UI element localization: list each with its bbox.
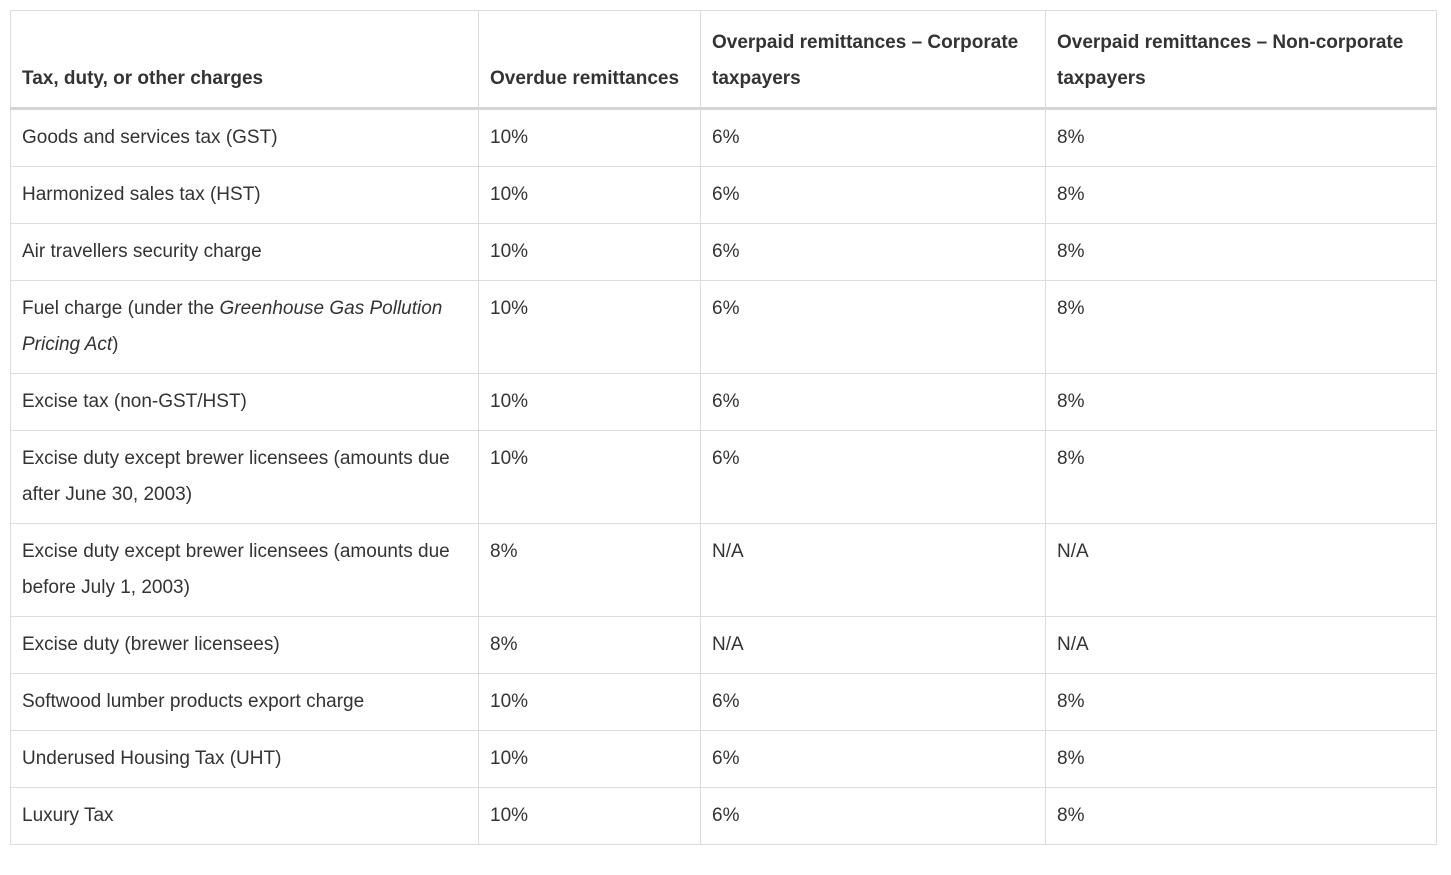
overpaid-non-corporate-rate-cell: N/A [1045, 616, 1437, 674]
table-row: Excise duty except brewer licensees (amo… [10, 430, 1437, 524]
table-body: Goods and services tax (GST) 10% 6% 8% Harmo… [10, 108, 1437, 845]
overdue-rate-cell: 10% [478, 673, 701, 731]
overpaid-corporate-rate-cell: N/A [700, 523, 1046, 617]
charge-name-cell: Excise tax (non-GST/HST) [10, 373, 479, 431]
column-header-charge: Tax, duty, or other charges [10, 10, 479, 110]
header-row: Tax, duty, or other charges Overdue remi… [10, 10, 1437, 110]
table-row: Fuel charge (under the Greenhouse Gas Po… [10, 280, 1437, 374]
overpaid-non-corporate-rate-cell: 8% [1045, 280, 1437, 374]
overpaid-non-corporate-rate-cell: 8% [1045, 787, 1437, 845]
column-header-overpaid-non-corporate: Overpaid remittances – Non-corporate tax… [1045, 10, 1437, 110]
column-header-overpaid-corporate: Overpaid remittances – Corporate taxpaye… [700, 10, 1046, 110]
overpaid-corporate-rate-cell: 6% [700, 673, 1046, 731]
charge-name-cell: Excise duty except brewer licensees (amo… [10, 523, 479, 617]
overdue-rate-cell: 10% [478, 730, 701, 788]
overdue-rate-cell: 10% [478, 787, 701, 845]
overpaid-non-corporate-rate-cell: 8% [1045, 166, 1437, 224]
table-row: Air travellers security charge 10% 6% 8% [10, 223, 1437, 281]
overpaid-non-corporate-rate-cell: 8% [1045, 223, 1437, 281]
overpaid-non-corporate-rate-cell: 8% [1045, 730, 1437, 788]
overpaid-corporate-rate-cell: 6% [700, 430, 1046, 524]
table-row: Excise duty except brewer licensees (amo… [10, 523, 1437, 617]
overpaid-non-corporate-rate-cell: 8% [1045, 108, 1437, 167]
overpaid-corporate-rate-cell: 6% [700, 166, 1046, 224]
overdue-rate-cell: 10% [478, 430, 701, 524]
column-header-overdue-remittances: Overdue remittances [478, 10, 701, 110]
overdue-rate-cell: 8% [478, 616, 701, 674]
charge-name-cell: Air travellers security charge [10, 223, 479, 281]
overpaid-corporate-rate-cell: 6% [700, 108, 1046, 167]
charge-name-cell: Luxury Tax [10, 787, 479, 845]
charge-name-cell: Goods and services tax (GST) [10, 108, 479, 167]
charge-name-cell: Fuel charge (under the Greenhouse Gas Po… [10, 280, 479, 374]
overpaid-corporate-rate-cell: 6% [700, 373, 1046, 431]
overdue-rate-cell: 10% [478, 108, 701, 167]
table-row: Luxury Tax 10% 6% 8% [10, 787, 1437, 845]
table-row: Goods and services tax (GST) 10% 6% 8% [10, 108, 1437, 167]
table-row: Harmonized sales tax (HST) 10% 6% 8% [10, 166, 1437, 224]
charge-name-cell: Harmonized sales tax (HST) [10, 166, 479, 224]
overpaid-non-corporate-rate-cell: N/A [1045, 523, 1437, 617]
overdue-rate-cell: 10% [478, 223, 701, 281]
overpaid-non-corporate-rate-cell: 8% [1045, 430, 1437, 524]
overdue-rate-cell: 10% [478, 280, 701, 374]
overpaid-non-corporate-rate-cell: 8% [1045, 673, 1437, 731]
overpaid-corporate-rate-cell: 6% [700, 223, 1046, 281]
overdue-rate-cell: 10% [478, 166, 701, 224]
charge-name-cell: Softwood lumber products export charge [10, 673, 479, 731]
table-row: Excise tax (non-GST/HST) 10% 6% 8% [10, 373, 1437, 431]
overpaid-corporate-rate-cell: 6% [700, 787, 1046, 845]
overpaid-corporate-rate-cell: 6% [700, 280, 1046, 374]
table-row: Excise duty (brewer licensees) 8% N/A N/A [10, 616, 1437, 674]
overdue-rate-cell: 8% [478, 523, 701, 617]
table-row: Underused Housing Tax (UHT) 10% 6% 8% [10, 730, 1437, 788]
table-row: Softwood lumber products export charge 10… [10, 673, 1437, 731]
charge-name-cell: Underused Housing Tax (UHT) [10, 730, 479, 788]
charge-name-cell: Excise duty (brewer licensees) [10, 616, 479, 674]
interest-rates-table: Tax, duty, or other charges Overdue remi… [10, 10, 1437, 845]
charge-name-cell: Excise duty except brewer licensees (amo… [10, 430, 479, 524]
overpaid-non-corporate-rate-cell: 8% [1045, 373, 1437, 431]
overdue-rate-cell: 10% [478, 373, 701, 431]
overpaid-corporate-rate-cell: 6% [700, 730, 1046, 788]
overpaid-corporate-rate-cell: N/A [700, 616, 1046, 674]
